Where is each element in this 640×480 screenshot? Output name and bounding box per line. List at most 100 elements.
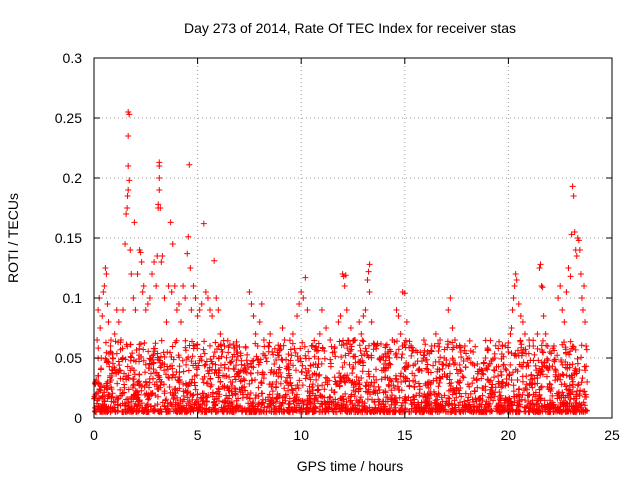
data-point [274,395,281,402]
data-point [217,342,224,349]
data-point [428,348,435,355]
y-tick-labels: 0 0.05 0.1 0.15 0.2 0.25 0.3 [55,50,82,426]
data-point [563,386,570,393]
data-point [525,362,532,369]
data-point [582,319,589,325]
data-point [459,402,466,409]
data-point [462,402,469,409]
data-point [432,397,439,404]
data-point [214,345,221,352]
data-point [156,374,163,381]
data-point [356,358,363,365]
data-point [130,357,137,364]
data-point [310,387,317,394]
data-point [478,375,485,382]
data-point [120,307,127,313]
data-point [134,380,141,387]
data-point [128,354,135,361]
data-point [104,378,111,385]
data-point [583,343,590,349]
data-point [317,392,324,399]
data-point [211,349,218,356]
data-point [537,397,544,404]
data-point [224,395,231,402]
data-point [534,331,541,337]
data-point [192,386,199,393]
data-point [331,349,338,355]
data-point [342,403,349,410]
data-point [298,289,305,295]
data-point [149,375,156,382]
data-point [558,408,565,415]
data-point [526,402,533,409]
data-point [524,359,531,366]
data-point [389,392,396,399]
data-point [539,337,546,344]
data-point [324,375,331,382]
data-point [386,354,393,361]
data-point [319,382,326,389]
data-point [549,392,556,399]
data-point [461,343,468,349]
data-point [483,365,490,372]
data-point [94,337,101,343]
data-point [424,366,431,373]
data-point [168,289,175,295]
data-point [125,386,132,393]
data-point [579,375,586,382]
data-point [364,352,371,359]
data-point [510,388,517,395]
data-point [535,408,542,415]
data-points [91,109,591,415]
data-point [492,389,499,396]
data-point [466,383,473,390]
data-point [194,313,201,319]
data-point [211,257,218,264]
data-point [196,357,203,364]
data-point [514,347,521,354]
data-point [347,348,354,355]
data-point [518,344,525,351]
data-point [402,396,409,403]
data-point [195,405,202,412]
data-point [163,396,170,403]
data-point [259,399,266,406]
data-point [206,367,213,374]
data-point [276,347,283,354]
data-point [155,372,162,379]
data-point [474,377,481,384]
data-point [233,397,240,404]
data-point [355,377,362,384]
data-point [210,399,217,406]
data-point [416,383,423,390]
data-point [425,407,432,414]
data-point [145,396,152,403]
data-point [543,373,550,380]
data-point [242,343,249,350]
x-tick-label: 20 [501,427,517,443]
data-point [571,407,578,414]
data-point [356,380,363,387]
data-point [376,387,383,394]
data-point [388,387,395,394]
data-point [365,370,372,377]
data-point [299,382,306,389]
data-point [307,376,314,383]
data-point [130,381,137,388]
data-point [95,372,102,379]
data-point [506,371,513,378]
chart-title: Day 273 of 2014, Rate Of TEC Index for r… [184,20,516,36]
data-point [125,133,132,139]
data-point [420,337,427,344]
data-point [581,402,588,409]
data-point [138,382,145,389]
data-point [318,360,325,367]
data-point [201,373,208,380]
data-point [564,408,571,415]
data-point [109,370,116,377]
data-point [350,363,357,370]
data-point [158,259,165,265]
data-point [161,353,168,360]
data-point [189,353,196,360]
data-point [341,359,348,366]
